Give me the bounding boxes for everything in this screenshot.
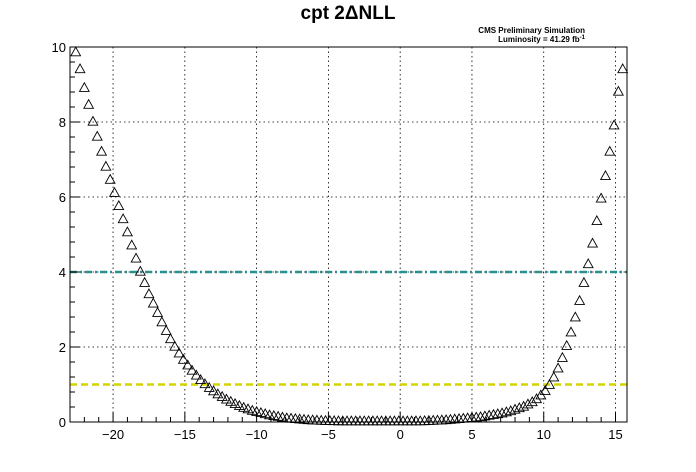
data-point xyxy=(229,397,241,409)
data-point xyxy=(164,333,177,344)
y-tick-label: 4 xyxy=(59,265,66,280)
data-point xyxy=(96,145,108,156)
x-tick-label: −20 xyxy=(102,427,124,442)
data-point xyxy=(199,378,211,389)
y-tick-label: 10 xyxy=(52,40,66,55)
data-point xyxy=(522,398,534,409)
data-point xyxy=(91,130,103,141)
data-point xyxy=(152,306,164,317)
y-tick-label: 0 xyxy=(59,415,66,430)
data-point xyxy=(543,378,556,389)
x-tick-label: 0 xyxy=(397,427,404,442)
data-point xyxy=(479,410,491,421)
data-point xyxy=(186,364,198,375)
y-tick-label: 8 xyxy=(59,115,66,130)
data-point xyxy=(561,339,573,350)
data-point xyxy=(487,408,500,419)
data-point xyxy=(513,402,525,413)
data-point xyxy=(556,351,568,362)
data-point xyxy=(492,408,504,419)
data-point xyxy=(203,381,215,392)
data-point xyxy=(147,297,159,308)
data-point xyxy=(586,237,599,248)
data-point xyxy=(578,276,590,287)
data-point xyxy=(104,173,116,184)
x-tick-label: 15 xyxy=(608,427,622,442)
data-point xyxy=(117,213,129,224)
data-point xyxy=(604,145,616,156)
data-point xyxy=(548,371,560,382)
y-tick-label: 6 xyxy=(59,190,66,205)
data-point xyxy=(518,400,530,411)
data-point xyxy=(83,98,95,109)
grid xyxy=(70,47,627,422)
data-point xyxy=(608,119,620,130)
reference-lines xyxy=(70,270,627,386)
data-point xyxy=(113,199,125,211)
data-point xyxy=(126,239,138,250)
data-point xyxy=(134,265,146,276)
data-point xyxy=(195,373,207,385)
data-point xyxy=(238,401,250,412)
annotation: Luminosity = 41.29 fb-1 xyxy=(498,35,586,44)
data-point xyxy=(526,396,538,407)
data-point xyxy=(539,384,551,395)
data-point xyxy=(216,390,228,401)
y-tick-label: 2 xyxy=(59,340,66,355)
data-point xyxy=(160,324,172,335)
x-tick-label: −10 xyxy=(246,427,268,442)
data-point xyxy=(233,399,245,410)
data-point xyxy=(70,46,82,57)
annotation: CMS Preliminary Simulation xyxy=(478,26,585,35)
x-tick-label: 5 xyxy=(468,427,475,442)
data-point xyxy=(173,347,185,358)
x-tick-label: −15 xyxy=(174,427,196,442)
data-point xyxy=(143,288,155,299)
data-point xyxy=(182,359,194,370)
data-point xyxy=(212,388,224,399)
data-points xyxy=(70,46,629,426)
data-point xyxy=(220,393,233,404)
data-point xyxy=(156,316,168,327)
axes xyxy=(69,46,628,423)
data-point xyxy=(500,406,512,417)
data-point xyxy=(169,340,181,351)
data-point xyxy=(121,226,133,237)
data-point xyxy=(87,115,99,126)
data-point xyxy=(190,369,202,380)
data-point xyxy=(591,214,603,226)
data-point xyxy=(612,85,624,96)
data-point xyxy=(130,252,142,263)
data-point xyxy=(78,81,90,92)
data-point xyxy=(574,294,586,305)
x-tick-label: −5 xyxy=(321,427,336,442)
data-point xyxy=(530,393,543,404)
data-point xyxy=(475,411,487,422)
data-point xyxy=(595,192,607,203)
data-point xyxy=(100,160,112,171)
data-point xyxy=(108,186,121,197)
data-point xyxy=(177,353,189,364)
ticks: −20 −15 −10 −5 0 5 10 15 0 2 4 6 8 10 xyxy=(52,40,623,442)
data-point xyxy=(139,276,151,287)
data-point xyxy=(582,258,594,269)
data-point xyxy=(509,403,521,414)
x-tick-label: 10 xyxy=(537,427,551,442)
data-point xyxy=(207,385,220,396)
data-point xyxy=(552,362,564,373)
data-point xyxy=(505,405,517,416)
data-point xyxy=(496,407,508,418)
data-point xyxy=(617,63,629,74)
plot-frame xyxy=(69,46,628,423)
data-point xyxy=(483,409,495,420)
data-point xyxy=(569,311,581,322)
data-point xyxy=(599,169,612,181)
data-point xyxy=(74,63,86,74)
data-point xyxy=(565,326,577,337)
chart-title: cpt 2ΔNLL xyxy=(301,3,396,24)
data-point xyxy=(225,395,237,406)
